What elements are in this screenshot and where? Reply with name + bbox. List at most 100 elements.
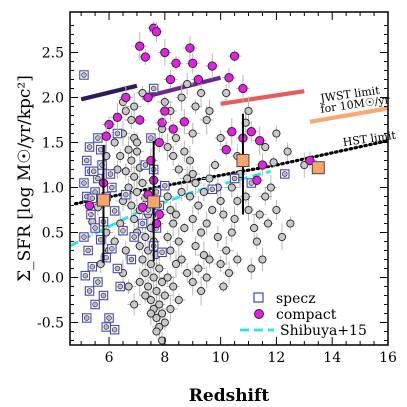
galaxy-point xyxy=(138,255,147,264)
galaxy-point xyxy=(202,115,211,125)
galaxy-point xyxy=(158,336,167,345)
specz-point xyxy=(86,288,93,294)
galaxy-point xyxy=(233,196,242,206)
galaxy-point xyxy=(230,214,239,224)
galaxy-point xyxy=(130,102,139,111)
galaxy-point xyxy=(188,129,197,138)
galaxy-point xyxy=(185,192,194,201)
galaxy-point xyxy=(286,219,295,228)
galaxy-point xyxy=(132,187,141,197)
galaxy-point xyxy=(197,286,206,296)
galaxy-point xyxy=(272,205,281,215)
galaxy-point xyxy=(205,255,214,264)
compact-point xyxy=(101,131,111,141)
median-marker xyxy=(311,161,325,175)
galaxy-point xyxy=(155,300,164,309)
specz-point xyxy=(111,208,118,214)
galaxy-point xyxy=(177,187,186,197)
specz-point xyxy=(97,236,104,243)
specz-point xyxy=(231,175,238,182)
galaxy-point xyxy=(166,304,175,314)
galaxy-point xyxy=(146,259,155,269)
galaxy-point xyxy=(135,241,144,251)
specz-point xyxy=(109,245,115,252)
y-tick-label: 1.0 xyxy=(42,181,64,197)
specz-point xyxy=(103,324,110,330)
compact-point xyxy=(238,83,248,94)
galaxy-point xyxy=(227,228,236,237)
compact-point xyxy=(157,118,167,128)
legend-label: Shibuya+15 xyxy=(280,323,367,339)
compact-point xyxy=(207,61,217,71)
galaxy-point xyxy=(121,246,130,255)
galaxy-point xyxy=(141,268,150,278)
galaxy-point xyxy=(216,196,225,206)
legend-circle-icon xyxy=(254,309,264,319)
specz-point xyxy=(83,157,90,164)
compact-point xyxy=(135,115,145,125)
y-tick-label: 0.5 xyxy=(42,226,64,242)
galaxy-point xyxy=(144,282,153,291)
galaxy-point xyxy=(171,259,181,269)
compact-point xyxy=(140,52,150,62)
x-tick-label: 16 xyxy=(379,350,397,366)
galaxy-point xyxy=(180,223,189,233)
galaxy-point xyxy=(191,178,200,188)
galaxy-point xyxy=(272,129,281,138)
galaxy-point xyxy=(124,145,133,154)
galaxy-point xyxy=(261,192,270,201)
galaxy-point xyxy=(169,282,178,291)
specz-point xyxy=(95,175,101,182)
compact-point xyxy=(84,200,95,211)
galaxy-point xyxy=(146,295,155,305)
galaxy-point xyxy=(233,255,242,264)
galaxy-point xyxy=(205,106,214,116)
compact-point xyxy=(246,127,256,137)
y-tick-label: -0.5 xyxy=(37,316,64,332)
compact-point xyxy=(135,41,145,51)
galaxy-point xyxy=(158,277,167,287)
median-marker xyxy=(236,154,250,167)
specz-point xyxy=(81,72,87,78)
binned-medians xyxy=(96,113,325,264)
specz-point xyxy=(89,195,96,202)
galaxy-point xyxy=(155,264,164,273)
galaxy-point xyxy=(264,219,273,228)
compact-point xyxy=(224,73,234,83)
galaxy-point xyxy=(177,255,186,264)
galaxy-point xyxy=(127,156,136,165)
y-axis-title: Σ_SFR [log M☉/yr/kpc²] xyxy=(15,75,35,282)
compact-point xyxy=(160,47,170,58)
specz-point xyxy=(162,182,168,189)
specz-point xyxy=(86,144,93,150)
compact-point xyxy=(154,209,164,220)
galaxy-point xyxy=(163,192,172,201)
specz-point xyxy=(148,135,154,141)
galaxy-point xyxy=(227,183,236,192)
compact-point xyxy=(179,117,190,127)
galaxy-point xyxy=(138,178,147,188)
specz-point xyxy=(159,249,165,256)
galaxy-point xyxy=(202,273,211,282)
specz-point xyxy=(111,326,118,333)
specz-point xyxy=(209,186,216,193)
galaxy-point xyxy=(277,232,287,242)
specz-point xyxy=(83,315,90,321)
galaxy-point xyxy=(219,282,228,291)
y-tick-label: 2.0 xyxy=(42,91,64,107)
y-tick-label: 1.5 xyxy=(42,136,64,152)
galaxy-point xyxy=(174,237,183,246)
galaxy-point xyxy=(130,300,139,309)
galaxy-point xyxy=(244,106,253,116)
galaxy-point xyxy=(116,151,125,161)
compact-point xyxy=(193,74,203,85)
specz-point xyxy=(114,130,121,137)
specz-point xyxy=(81,234,87,240)
galaxy-point xyxy=(163,232,172,242)
x-axis-title: Redshift xyxy=(189,386,270,406)
compact-point xyxy=(137,202,148,212)
galaxy-point xyxy=(121,106,130,116)
galaxy-point xyxy=(224,268,234,278)
galaxy-point xyxy=(219,210,228,219)
